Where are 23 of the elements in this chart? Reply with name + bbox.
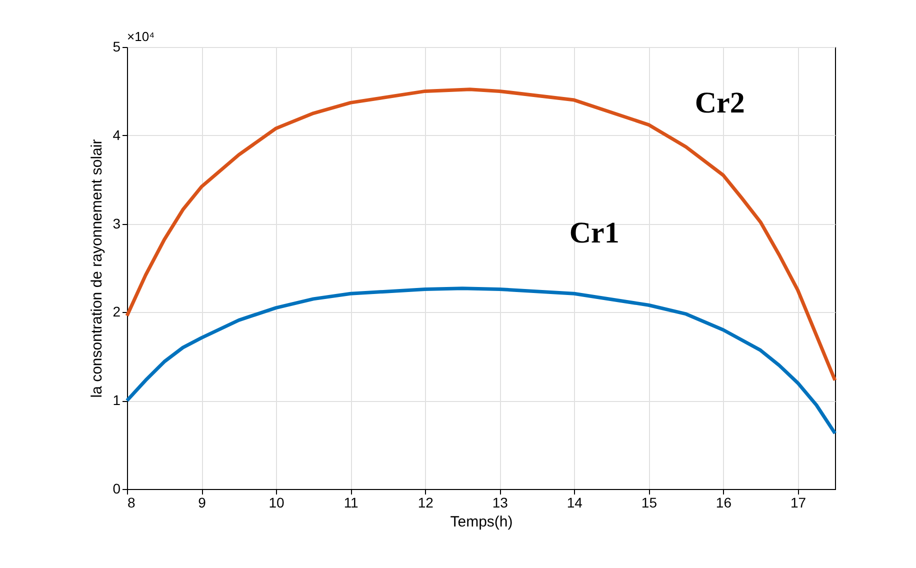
text: ×10⁴ xyxy=(127,29,155,44)
y-tick-label: 1 xyxy=(112,392,121,408)
line-series xyxy=(125,88,837,382)
x-tick-label: 13 xyxy=(492,494,508,510)
y-tick-label: 2 xyxy=(112,304,121,320)
x-tick-label: 15 xyxy=(641,494,658,510)
x-tick-label: 16 xyxy=(716,494,732,510)
y-tick-label: 0 xyxy=(112,480,121,496)
x-tick-label: 8 xyxy=(128,494,136,510)
x-tick-label: 17 xyxy=(790,494,806,510)
x-tick-label: 9 xyxy=(198,494,206,510)
series-label: Cr2 xyxy=(694,86,745,120)
line-series xyxy=(125,286,837,436)
y-tick-label: 5 xyxy=(112,38,121,54)
x-tick-label: 10 xyxy=(268,494,285,510)
x-axis-title: Temps(h) xyxy=(450,514,513,530)
x-tick-label: 12 xyxy=(418,494,434,510)
y-tick-label: 4 xyxy=(112,126,121,143)
y-tick-label: 3 xyxy=(112,215,121,232)
series-label: Cr1 xyxy=(569,216,620,250)
y-axis-title: la consontration de rayonnement solair xyxy=(88,139,106,398)
x-tick-label: 11 xyxy=(344,494,359,510)
x-tick-label: 14 xyxy=(566,494,583,510)
